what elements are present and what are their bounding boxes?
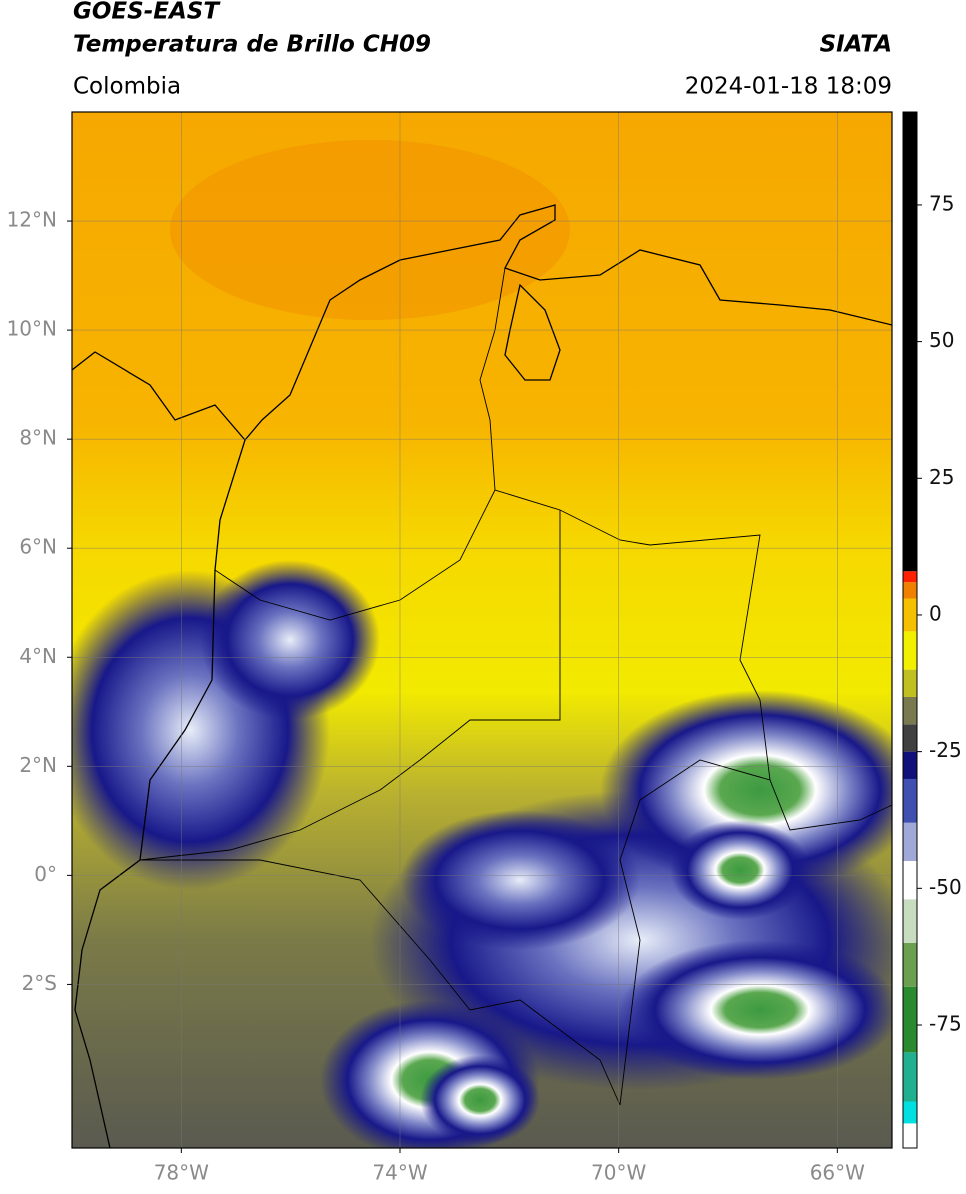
map-frame (71, 111, 893, 1149)
warm-area (170, 140, 570, 320)
border (479, 267, 892, 831)
x-tick-label: 74°W (372, 1161, 427, 1185)
region: Colombia (73, 74, 181, 100)
datetime: 2024-01-18 18:09 (685, 74, 892, 100)
x-tick-label: 78°W (154, 1161, 209, 1185)
x-tick-label: 66°W (810, 1161, 865, 1185)
cloud (670, 820, 810, 920)
title: GOES-EAST (73, 0, 221, 25)
colorbar-segment (903, 942, 917, 987)
subtitle: Temperatura de Brillo CH09 (73, 32, 431, 58)
cloud (200, 560, 380, 720)
y-tick-label: 12°N (7, 208, 57, 232)
border (140, 759, 771, 1106)
colorbar-segment (903, 778, 917, 823)
colorbar-segment (903, 1052, 917, 1102)
y-tick-label: 2°S (22, 971, 57, 995)
colorbar-segment (903, 899, 917, 943)
colorbar-segment (903, 986, 917, 1053)
colorbar-segment (903, 822, 917, 861)
colorbar-segment (903, 1101, 917, 1124)
x-tick-label: 70°W (591, 1161, 646, 1185)
colorbar-segment (903, 751, 917, 779)
y-tick-label: 0° (34, 862, 57, 886)
colorbar-segment (903, 631, 917, 670)
colorbar-frame (902, 111, 918, 1149)
colorbar-tick-label: 25 (929, 465, 954, 489)
colorbar-tick-label: -25 (929, 738, 962, 762)
colorbar-tick-label: -50 (929, 875, 962, 899)
colorbar-segment (903, 696, 917, 725)
grid (72, 112, 892, 1148)
colorbar-tick-label: 0 (929, 601, 942, 625)
colorbar-segment (903, 860, 917, 900)
y-tick-label: 4°N (19, 644, 57, 668)
y-tick-label: 6°N (19, 535, 57, 559)
cloud (420, 1055, 540, 1145)
colorbar-segment (903, 571, 917, 583)
colorbar-segment (903, 598, 917, 632)
colorbar-segment (903, 669, 917, 697)
colorbar-tick-label: 75 (929, 191, 954, 215)
y-tick-label: 2°N (19, 753, 57, 777)
coastline (504, 283, 561, 381)
colorbar-segment (903, 112, 917, 572)
cloud (400, 810, 640, 950)
cloud (620, 940, 892, 1080)
coastline (72, 204, 892, 442)
y-tick-label: 10°N (7, 317, 57, 341)
y-tick-label: 8°N (19, 426, 57, 450)
colorbar: -75 -50 -25 0 25 50 75 (902, 111, 962, 1149)
source: SIATA (820, 32, 892, 58)
colorbar-segment (903, 1123, 917, 1148)
coastline (74, 439, 246, 1148)
colorbar-tick-label: -75 (929, 1011, 962, 1035)
map-image (72, 112, 892, 1148)
cloud (600, 690, 892, 890)
colorbar-tick-label: 50 (929, 328, 954, 352)
colorbar-segment (903, 724, 917, 752)
colorbar-segment (903, 582, 917, 599)
